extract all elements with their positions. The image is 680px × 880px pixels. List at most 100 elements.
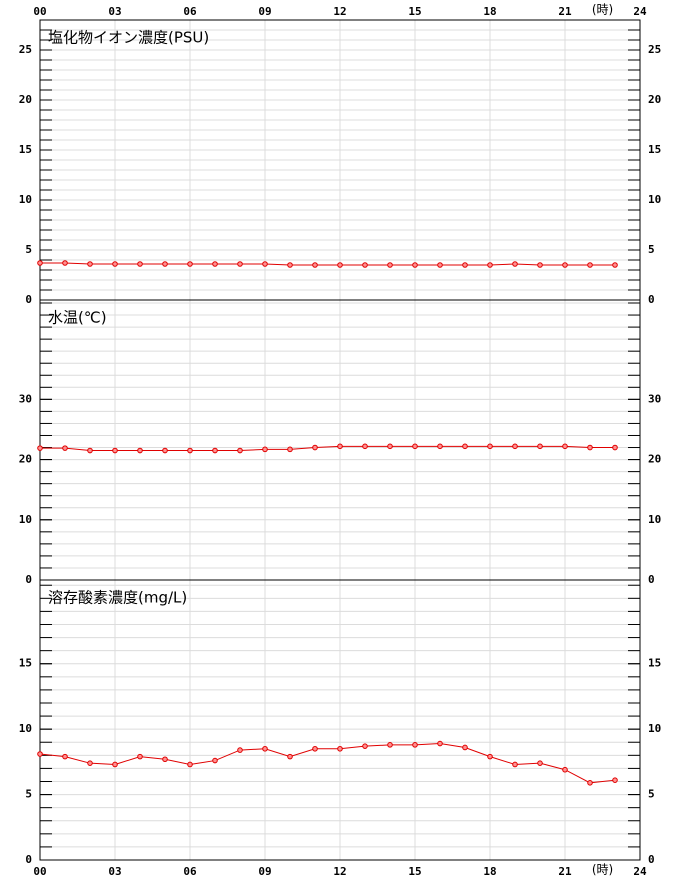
y-tick-label: 15 <box>19 657 32 670</box>
x-tick-label: 21 <box>558 865 572 878</box>
data-point <box>362 262 368 268</box>
y-tick-label: 10 <box>648 513 661 526</box>
data-point <box>362 443 368 450</box>
data-point <box>412 742 418 748</box>
y-tick-label: 10 <box>19 722 32 735</box>
data-point <box>512 761 518 768</box>
data-point <box>487 753 493 760</box>
data-point <box>537 443 543 450</box>
data-point <box>512 443 518 450</box>
data-point <box>187 447 193 454</box>
x-tick-label: 00 <box>33 5 46 18</box>
data-point <box>262 446 268 453</box>
y-tick-label: 0 <box>25 293 32 306</box>
y-tick-label: 5 <box>25 788 32 801</box>
x-tick-label: 12 <box>333 5 346 18</box>
data-line <box>39 743 616 784</box>
y-tick-label: 5 <box>648 788 655 801</box>
y-tick-label: 10 <box>19 513 32 526</box>
data-point <box>537 262 543 268</box>
data-point <box>362 743 368 749</box>
data-point <box>262 261 268 267</box>
data-point <box>437 262 443 268</box>
y-tick-label: 25 <box>19 43 32 56</box>
y-tick-label: 30 <box>648 392 661 405</box>
data-point <box>437 443 443 450</box>
y-tick-label: 0 <box>648 853 655 866</box>
panel-title: 水温(℃) <box>48 309 107 327</box>
data-point <box>62 753 68 760</box>
data-point <box>212 757 218 764</box>
x-tick-label: 03 <box>108 5 121 18</box>
data-point <box>287 262 293 268</box>
x-tick-label: 24 <box>633 5 647 18</box>
data-point <box>337 443 343 450</box>
data-point <box>112 761 118 768</box>
data-point <box>387 262 393 268</box>
y-tick-label: 30 <box>19 392 32 405</box>
y-tick-label: 15 <box>648 143 661 156</box>
data-point <box>37 751 43 757</box>
data-point <box>287 446 293 453</box>
x-tick-label: 03 <box>108 865 121 878</box>
data-point <box>262 745 268 752</box>
x-tick-label: 18 <box>483 865 496 878</box>
data-point <box>612 444 618 451</box>
x-tick-label: 09 <box>258 5 271 18</box>
data-point <box>487 262 493 268</box>
data-point <box>237 747 243 753</box>
y-tick-label: 10 <box>648 193 661 206</box>
panel-title: 溶存酸素濃度(mg/L) <box>48 589 187 607</box>
data-point <box>237 261 243 267</box>
y-tick-label: 0 <box>25 573 32 586</box>
data-point <box>37 445 43 451</box>
y-tick-label: 15 <box>648 657 661 670</box>
data-point <box>337 745 343 752</box>
x-unit-label: (時) <box>592 3 613 17</box>
panel-title: 塩化物イオン濃度(PSU) <box>48 29 209 47</box>
y-tick-label: 25 <box>648 43 661 56</box>
data-point <box>487 443 493 450</box>
panel-frame <box>39 579 641 861</box>
data-point <box>62 445 68 451</box>
data-point <box>562 443 568 450</box>
y-tick-label: 20 <box>648 93 661 106</box>
y-tick-label: 15 <box>19 143 32 156</box>
data-point <box>162 756 168 763</box>
data-line <box>40 262 615 266</box>
y-tick-label: 0 <box>648 573 655 586</box>
x-tick-label: 06 <box>183 865 197 878</box>
data-line <box>40 445 615 452</box>
x-tick-label: 09 <box>258 865 271 878</box>
y-tick-label: 5 <box>648 243 655 256</box>
data-point <box>537 760 543 766</box>
data-point <box>462 443 468 450</box>
data-point <box>212 261 218 267</box>
data-point <box>312 745 318 752</box>
data-point <box>312 262 318 268</box>
y-tick-label: 0 <box>25 853 32 866</box>
data-point <box>412 443 418 450</box>
data-point <box>237 447 243 454</box>
data-point <box>162 447 168 454</box>
data-point <box>462 744 468 751</box>
data-point <box>512 261 518 267</box>
y-tick-label: 10 <box>648 722 661 735</box>
x-tick-label: 24 <box>633 865 647 878</box>
data-point <box>137 261 143 267</box>
data-point <box>437 740 443 747</box>
data-point <box>387 443 393 450</box>
data-point <box>562 262 568 268</box>
y-tick-label: 5 <box>25 243 32 256</box>
data-point <box>212 447 218 454</box>
data-point <box>562 766 568 773</box>
data-point <box>137 753 143 760</box>
y-tick-label: 20 <box>19 453 32 466</box>
data-point <box>87 447 93 454</box>
data-point <box>137 447 143 454</box>
data-point <box>112 261 118 267</box>
x-tick-label: 18 <box>483 5 496 18</box>
y-tick-label: 10 <box>19 193 32 206</box>
data-point <box>312 444 318 451</box>
